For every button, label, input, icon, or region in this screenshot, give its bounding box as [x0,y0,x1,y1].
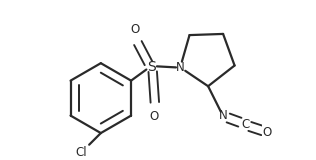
Text: Cl: Cl [76,146,88,159]
Text: N: N [219,109,227,122]
Text: O: O [130,23,139,36]
Text: C: C [241,118,249,131]
Text: O: O [149,110,158,123]
Text: N: N [176,61,185,74]
Text: O: O [263,126,272,139]
Text: S: S [147,60,156,74]
